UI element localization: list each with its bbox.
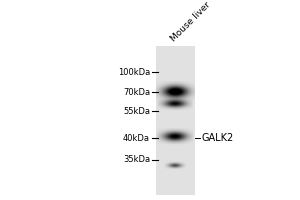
Text: 55kDa: 55kDa — [123, 107, 150, 116]
Text: Mouse liver: Mouse liver — [169, 1, 212, 44]
Text: 100kDa: 100kDa — [118, 68, 150, 77]
Text: 70kDa: 70kDa — [123, 88, 150, 97]
Text: GALK2: GALK2 — [201, 133, 233, 143]
Text: 35kDa: 35kDa — [123, 155, 150, 164]
Text: 40kDa: 40kDa — [123, 134, 150, 143]
